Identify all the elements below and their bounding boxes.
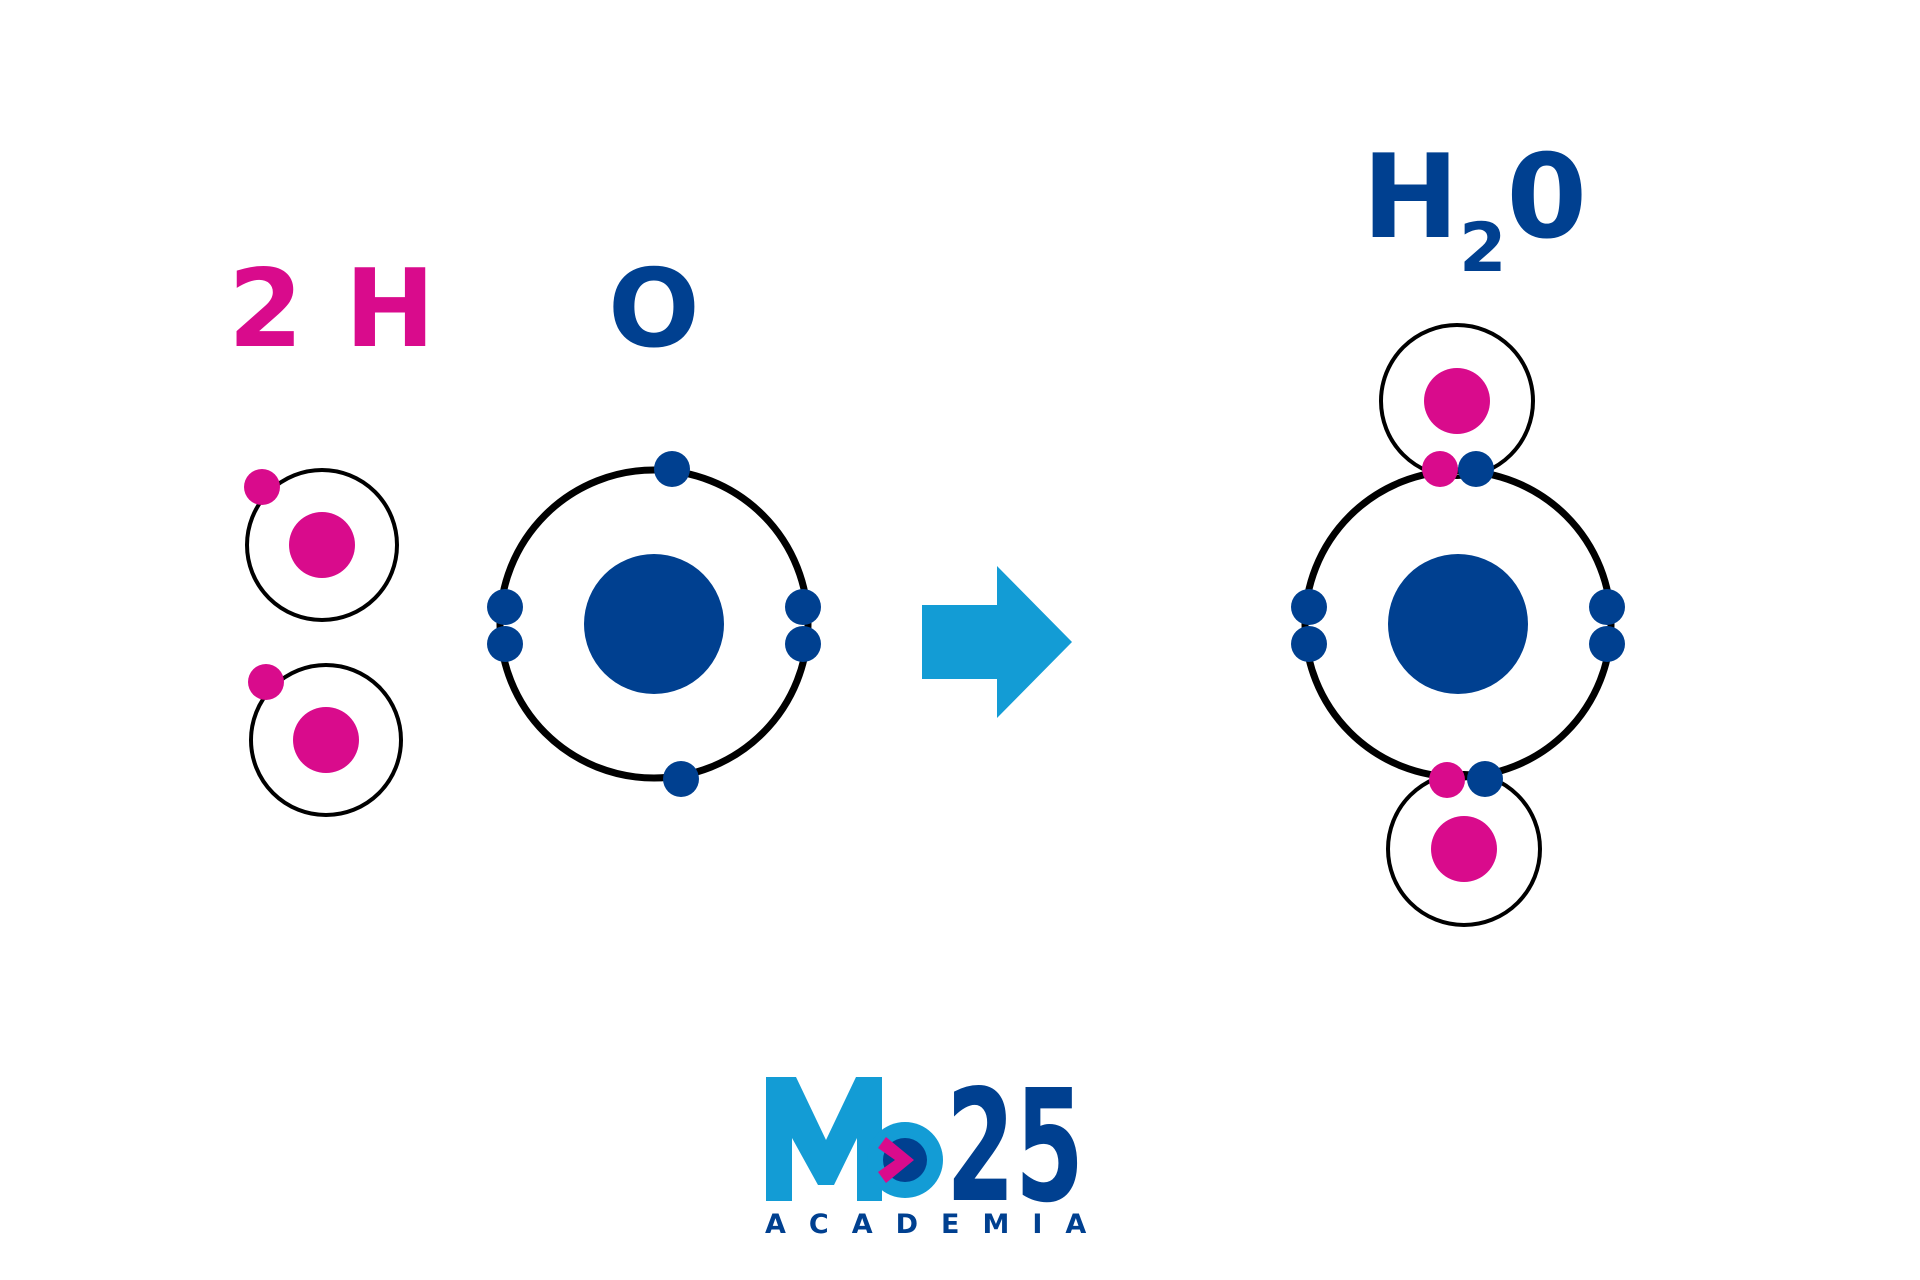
shared-hydrogen-electron-bottom <box>1429 762 1465 798</box>
water-hydrogen-nucleus-top <box>1424 368 1490 434</box>
hydrogen-orbit <box>245 468 399 622</box>
reactant-h-symbol: H <box>344 247 438 372</box>
water-hydrogen-orbit-top <box>1379 323 1535 479</box>
water-oxygen-electron <box>1589 626 1625 662</box>
oxygen-electron <box>487 589 523 625</box>
oxygen-electron <box>663 761 699 797</box>
water-oxygen-electron <box>1589 589 1625 625</box>
logo-number: 25 <box>946 1056 1084 1237</box>
reactant-oxygen-label: O <box>608 247 700 372</box>
product-subscript: 2 <box>1459 209 1507 288</box>
product-o-symbol: 0 <box>1506 130 1588 265</box>
hydrogen-electron <box>244 469 280 505</box>
water-oxygen-nucleus <box>1388 554 1528 694</box>
shared-oxygen-electron-bottom <box>1467 761 1503 797</box>
reactant-h-count: 2 <box>228 247 306 372</box>
reactant-hydrogen-label: 2 H <box>228 256 437 364</box>
logo-m-letter <box>766 1077 882 1201</box>
hydrogen-nucleus <box>293 707 359 773</box>
water-molecule <box>1291 323 1625 927</box>
hydrogen-atom-2 <box>248 663 403 817</box>
product-h-symbol: H <box>1362 130 1460 265</box>
shared-oxygen-electron-top <box>1458 451 1494 487</box>
oxygen-nucleus <box>584 554 724 694</box>
reaction-arrow-icon <box>922 566 1072 718</box>
logo-subtitle: ACADEMIA <box>765 1209 1110 1240</box>
oxygen-electron <box>487 626 523 662</box>
water-oxygen-electron <box>1291 626 1327 662</box>
m25-academia-logo: 25 <box>766 1056 1084 1237</box>
hydrogen-atom-1 <box>244 468 399 622</box>
hydrogen-electron <box>248 664 284 700</box>
shared-hydrogen-electron-top <box>1422 451 1458 487</box>
hydrogen-nucleus <box>289 512 355 578</box>
water-hydrogen-nucleus-bottom <box>1431 816 1497 882</box>
water-hydrogen-orbit-bottom <box>1386 771 1542 927</box>
oxygen-electron <box>785 626 821 662</box>
oxygen-electron <box>654 451 690 487</box>
hydrogen-orbit <box>249 663 403 817</box>
oxygen-atom <box>487 451 821 797</box>
oxygen-electron <box>785 589 821 625</box>
water-oxygen-electron <box>1291 589 1327 625</box>
product-water-label: H20 <box>1362 140 1587 283</box>
logo-chevron-icon <box>878 1137 914 1183</box>
